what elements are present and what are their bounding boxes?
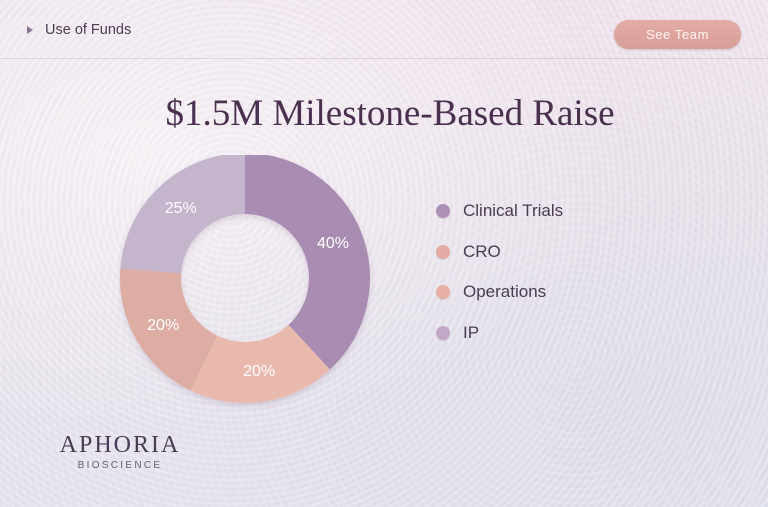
donut-slice-ip [120, 155, 245, 274]
legend-swatch [436, 285, 450, 299]
legend-swatch [436, 244, 450, 259]
legend-label: IP [463, 322, 480, 342]
brand-name: APHORIA [59, 432, 181, 458]
slice-value-label: 25% [165, 200, 197, 217]
legend-item: IP [436, 323, 563, 343]
slice-value-label: 20% [147, 317, 179, 334]
slice-value-label: 40% [317, 235, 349, 252]
brand-logo: APHORIA BIOSCIENCE [52, 432, 188, 471]
donut-slice-cro [190, 324, 331, 403]
legend-swatch [436, 325, 450, 340]
slice-value-label: 20% [243, 363, 275, 380]
donut-chart: 40% 20% 20% 25% [119, 155, 370, 403]
breadcrumb-label: Use of Funds [45, 22, 132, 38]
donut-slice-operations [119, 268, 218, 391]
legend-item: Clinical Trials [436, 201, 563, 221]
chart-legend: Clinical Trials CRO Operations IP [436, 201, 563, 363]
top-bar: Use of Funds See Team [0, 0, 768, 59]
see-team-button[interactable]: See Team [614, 20, 741, 49]
legend-swatch [436, 204, 450, 218]
legend-label: CRO [463, 241, 501, 261]
page-title: $1.5M Milestone-Based Raise [165, 93, 615, 134]
legend-label: Operations [463, 282, 547, 301]
play-icon [27, 26, 33, 34]
breadcrumb[interactable]: Use of Funds [27, 22, 131, 38]
legend-item: Operations [436, 282, 563, 302]
legend-label: Clinical Trials [463, 201, 564, 220]
donut-slice-clinical-trials [245, 155, 370, 370]
legend-item: CRO [436, 242, 563, 262]
brand-subtitle: BIOSCIENCE [77, 460, 163, 471]
